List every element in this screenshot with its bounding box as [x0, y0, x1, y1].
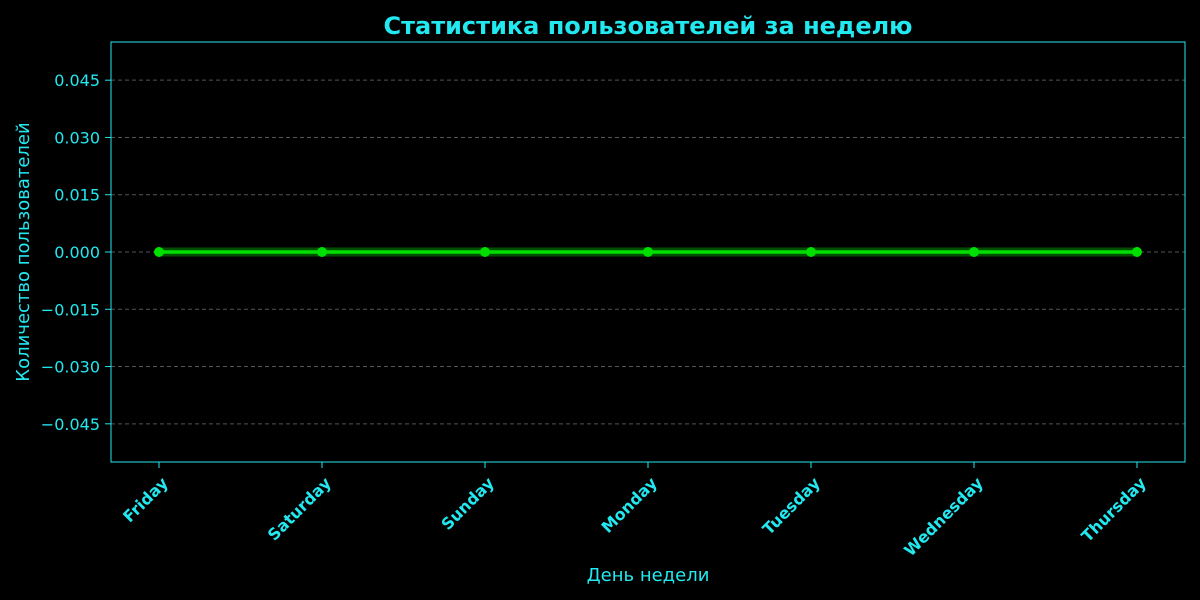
x-tick-label: Tuesday	[759, 473, 825, 539]
data-point	[154, 247, 164, 257]
series-group	[154, 247, 1142, 257]
y-tick-label: 0.045	[54, 71, 100, 90]
y-tick-label: −0.030	[41, 358, 100, 377]
y-tick-label: 0.030	[54, 128, 100, 147]
x-tick-label: Wednesday	[900, 473, 987, 560]
data-point	[806, 247, 816, 257]
y-tick-label: −0.015	[41, 300, 100, 319]
x-tick-label: Sunday	[437, 473, 498, 534]
y-axis: 0.045 0.030 0.015 0.000 −0.015 −0.030 −0.045	[41, 71, 111, 434]
data-point	[643, 247, 653, 257]
y-tick-label: 0.000	[54, 243, 100, 262]
data-point	[480, 247, 490, 257]
chart-title: Статистика пользователей за неделю	[383, 12, 912, 40]
y-tick-label: −0.045	[41, 415, 100, 434]
x-tick-label: Thursday	[1077, 473, 1150, 546]
x-axis: Friday Saturday Sunday Monday Tuesday Wednesd…	[119, 462, 1150, 560]
y-axis-label: Количество пользователей	[13, 122, 34, 381]
y-tick-label: 0.015	[54, 186, 100, 205]
x-axis-label: День недели	[587, 565, 710, 586]
x-tick-label: Saturday	[264, 473, 335, 544]
data-point	[1132, 247, 1142, 257]
x-tick-label: Monday	[598, 473, 662, 537]
x-tick-label: Friday	[119, 473, 172, 526]
data-point	[969, 247, 979, 257]
data-point	[317, 247, 327, 257]
